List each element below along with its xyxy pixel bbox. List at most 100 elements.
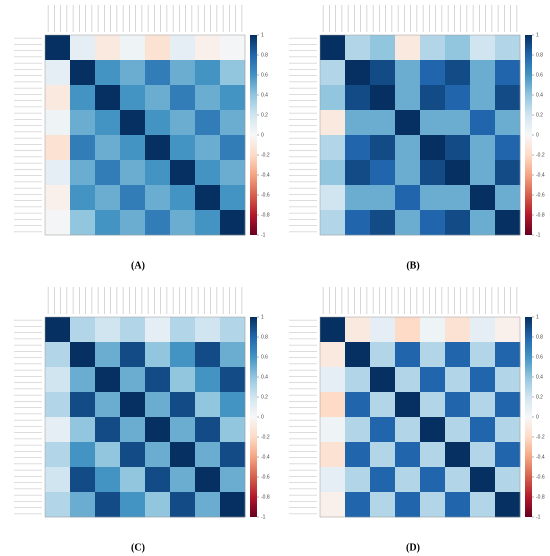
heatmap-cell [220,185,246,211]
heatmap-cell [95,85,121,111]
heatmap-cell [345,35,371,61]
heatmap-cell [220,85,246,111]
heatmap-cell [145,135,171,161]
heatmap-cell [370,317,396,343]
heatmap-cell [145,317,171,343]
heatmap-cell [170,135,196,161]
heatmap-cell [370,467,396,493]
heatmap-cell [370,35,396,61]
heatmap-cell [320,135,346,161]
colorbar-tick-label: 0.2 [261,112,268,118]
heatmap-cell [345,85,371,111]
colorbar-tick-label: -0.2 [261,152,270,158]
heatmap-cell [395,135,421,161]
heatmap-frame [44,34,246,236]
heatmap-cell [220,367,246,393]
heatmap-cell [445,367,471,393]
heatmap-cell [220,342,246,368]
heatmap-cell [220,392,246,418]
heatmap-cell [120,85,146,111]
heatmap-cell [320,210,346,236]
colorbar-tick-label: 1 [261,314,264,320]
heatmap-cell [170,85,196,111]
heatmap-cell [345,60,371,86]
heatmap-cell [395,185,421,211]
heatmap-cell [70,35,96,61]
heatmap-cell [95,210,121,236]
heatmap-cell [420,210,446,236]
heatmap-cell [395,160,421,186]
heatmap-cell [345,417,371,443]
heatmap-cell [220,317,246,343]
colorbar-tick-label: 0.2 [261,394,268,400]
heatmap-cell [420,135,446,161]
colorbar-tick-label: 0.8 [536,334,543,340]
heatmap-cell [420,317,446,343]
heatmap-cell [145,417,171,443]
heatmap-cell [495,60,521,86]
heatmap-cell [495,492,521,518]
heatmap-cell [470,367,496,393]
heatmap-cell [495,160,521,186]
heatmap-cell [170,110,196,136]
heatmap-cell [195,85,221,111]
heatmap-cell [395,35,421,61]
heatmap-cell [370,210,396,236]
heatmap-cell [195,35,221,61]
heatmap-frame [44,316,246,518]
heatmap-cell [195,317,221,343]
heatmap-cell [170,392,196,418]
heatmap-cell [495,185,521,211]
heatmap-cell [395,60,421,86]
heatmap-cell [145,185,171,211]
heatmap-cell [195,442,221,468]
heatmap-cell [395,85,421,111]
heatmap-cell [45,160,71,186]
heatmap-cell [70,160,96,186]
heatmap-cell [495,417,521,443]
heatmap-cell [120,110,146,136]
heatmap-cell [120,210,146,236]
heatmap-cell [145,342,171,368]
colorbar-tick-label: 0.6 [536,72,543,78]
heatmap-cell [45,367,71,393]
heatmap-cell [370,60,396,86]
heatmap-cell [320,60,346,86]
colorbar-tick-label: 0.8 [536,52,543,58]
heatmap-cell [70,492,96,518]
heatmap-cell [145,467,171,493]
heatmap-cell [370,110,396,136]
heatmap-cell [320,160,346,186]
heatmap-cell [170,185,196,211]
heatmap-cell [145,60,171,86]
heatmap-cell [45,210,71,236]
heatmap-cell [70,110,96,136]
heatmap-cell [120,317,146,343]
heatmap-cell [70,210,96,236]
colorbar-tick-label: -0.6 [536,192,545,198]
heatmap-cell [195,135,221,161]
heatmap-cell [470,35,496,61]
colorbar-tick-label: 0 [261,414,264,420]
heatmap-cell [170,35,196,61]
heatmap-cell [195,185,221,211]
heatmap-cell [420,492,446,518]
heatmap-cell [170,160,196,186]
heatmap-cell [445,210,471,236]
heatmap-cell [345,185,371,211]
heatmap-cell [495,85,521,111]
heatmap-cell [45,35,71,61]
heatmap-cell [470,85,496,111]
heatmap-cell [120,492,146,518]
colorbar [525,35,532,235]
heatmap-cell [70,185,96,211]
colorbar-tick-label: 0.4 [261,92,268,98]
heatmap-cell [445,442,471,468]
heatmap-cell [395,210,421,236]
heatmap-cell [445,492,471,518]
heatmap-cell [370,342,396,368]
heatmap-cell [120,442,146,468]
heatmap-cell [195,492,221,518]
colorbar-tick-label: -0.8 [536,494,545,500]
colorbar-tick-label: -0.2 [536,152,545,158]
